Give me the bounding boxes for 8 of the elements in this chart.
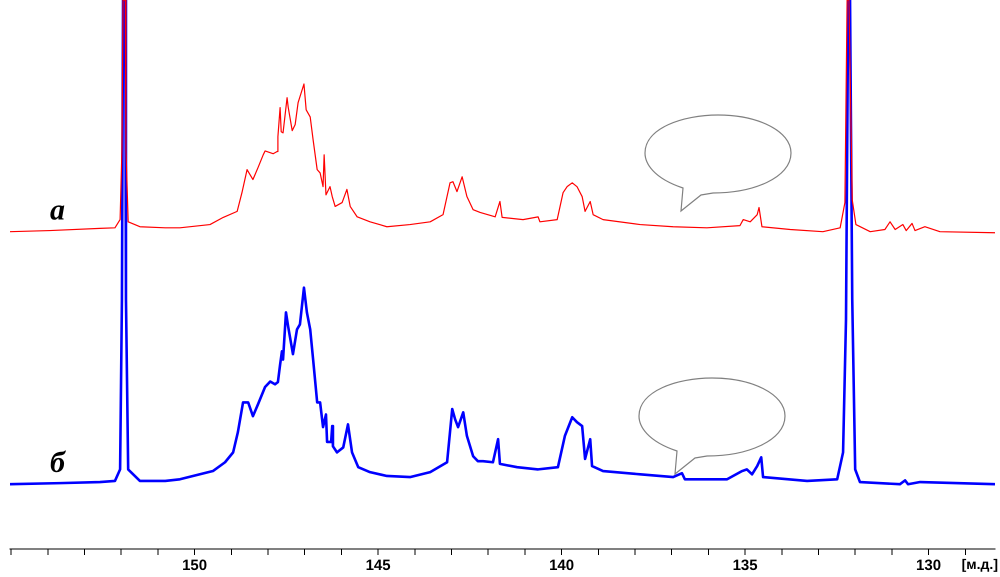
x-axis-title: [м.д.] [962,556,998,572]
x-tick-label: 130 [916,557,942,574]
series-label: б [50,446,66,479]
series-label: а [50,193,65,226]
x-tick-label: 135 [732,557,758,574]
x-tick-label: 145 [366,557,391,574]
x-tick-label: 140 [549,557,574,574]
x-tick-label: 150 [182,557,208,574]
